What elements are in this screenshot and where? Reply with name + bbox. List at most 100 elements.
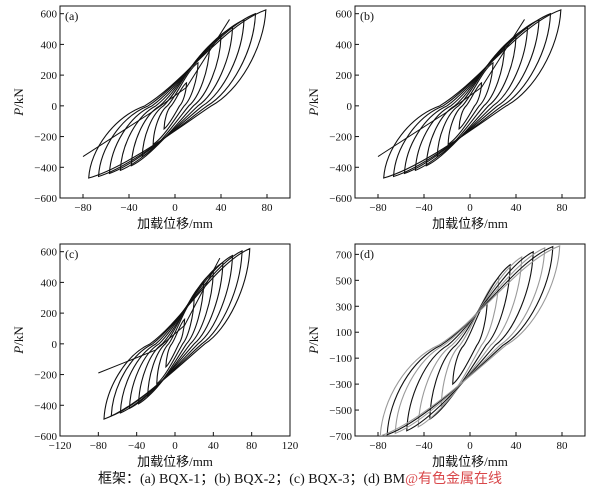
x-tick-label: −80 (90, 440, 108, 452)
y-axis-label-unit: /kN (11, 326, 26, 346)
hysteresis-loop (152, 61, 199, 146)
y-axis-label: P/kN (11, 326, 26, 355)
y-tick-label: −600 (34, 193, 57, 205)
y-axis-label-italic: P (306, 108, 321, 117)
x-axis-label: 加载位移/mm (432, 454, 508, 469)
x-tick-label: 80 (246, 440, 258, 452)
y-tick-label: 200 (41, 308, 58, 320)
hysteresis-loop (394, 247, 546, 435)
hysteresis-series (377, 9, 562, 179)
y-tick-label: −300 (329, 379, 352, 391)
figure-caption: 框架：(a) BQX-1；(b) BQX-2；(c) BQX-3；(d) BM@… (0, 468, 600, 488)
y-tick-label: 0 (347, 101, 353, 113)
x-tick-label: −40 (128, 440, 146, 452)
hysteresis-loop (429, 263, 511, 421)
plot-frame-a (59, 5, 291, 199)
hysteresis-loop (403, 18, 540, 175)
y-tick-label: −200 (34, 370, 57, 382)
y-tick-label: −400 (34, 162, 57, 174)
y-tick-label: 400 (41, 39, 58, 51)
hysteresis-series (82, 9, 267, 179)
y-axis-label-italic: P (11, 346, 26, 355)
x-tick-label: 40 (511, 202, 523, 214)
final-unload-curve (377, 19, 525, 157)
hysteresis-loop (88, 9, 267, 179)
final-unload-curve (98, 257, 221, 374)
final-unload-curve (82, 19, 230, 157)
chart-panel-b: −80 −40 0 40 80−600−400−2000200400600加载位移/mm… (306, 5, 586, 231)
x-tick-label: 80 (262, 202, 274, 214)
y-axis-label-unit: /kN (11, 88, 26, 108)
chart-panel-c: −120 −80 −40 0 40 80 120−600−400−2000200400600… (11, 243, 299, 469)
panel-label-c: (c) (65, 247, 78, 261)
hysteresis-loop (103, 247, 251, 420)
y-tick-label: 400 (336, 39, 353, 51)
y-axis-label: P/kN (306, 88, 321, 117)
hysteresis-loop (156, 296, 195, 385)
chart-panel-a: −80 −40 0 40 80−600−400−2000200400600加载位移/mm… (11, 5, 291, 231)
plot-frame-b (354, 5, 586, 199)
x-tick-label: 40 (216, 202, 228, 214)
y-tick-label: 700 (336, 249, 353, 261)
y-tick-label: −400 (34, 400, 57, 412)
y-axis-label-italic: P (306, 346, 321, 355)
chart-panel-d: −80 −40 0 40 80 −700 −500 −300 −100 100 300 500 700 加… (306, 243, 586, 469)
hysteresis-loop (406, 250, 534, 432)
hysteresis-loop (458, 81, 483, 130)
x-tick-label: 0 (172, 440, 178, 452)
hysteresis-loop (436, 46, 506, 158)
plot-frame-c (59, 243, 291, 437)
y-tick-label: 600 (41, 247, 58, 259)
hysteresis-loop (414, 26, 529, 172)
y-axis-label-italic: P (11, 108, 26, 117)
y-tick-label: −600 (329, 193, 352, 205)
x-axis-label: 加载位移/mm (137, 454, 213, 469)
hysteresis-series (98, 247, 251, 420)
x-tick-label: −120 (49, 440, 72, 452)
hysteresis-loop (163, 81, 188, 130)
x-tick-label: −40 (415, 440, 433, 452)
y-tick-label: 500 (336, 275, 353, 287)
hysteresis-loop (141, 46, 211, 158)
hysteresis-loop (447, 61, 494, 146)
panel-label-d: (d) (360, 247, 374, 261)
hysteresis-loop (119, 254, 234, 414)
hysteresis-loop (383, 9, 562, 179)
hysteresis-loop (130, 35, 222, 167)
x-tick-label: 40 (208, 440, 220, 452)
x-axis-label: 加载位移/mm (137, 216, 213, 231)
x-tick-label: 0 (467, 202, 473, 214)
y-tick-label: 600 (41, 9, 58, 21)
y-tick-label: −200 (329, 132, 352, 144)
x-tick-label: −80 (369, 202, 387, 214)
y-axis-label-unit: /kN (306, 326, 321, 346)
y-tick-label: −500 (329, 405, 352, 417)
panel-label-b: (b) (360, 9, 374, 23)
x-tick-label: −80 (369, 440, 387, 452)
hysteresis-loop (417, 256, 523, 428)
x-axis-label: 加载位移/mm (432, 216, 508, 231)
plot-frame-d (354, 243, 586, 437)
caption-text: 框架：(a) BQX-1；(b) BQX-2；(c) BQX-3；(d) BM (97, 472, 406, 487)
x-tick-label: 0 (172, 202, 178, 214)
y-axis-label-unit: /kN (306, 88, 321, 108)
hysteresis-loop (379, 245, 561, 436)
hysteresis-loop (440, 276, 500, 408)
hysteresis-loop (425, 35, 517, 167)
y-tick-label: −400 (329, 162, 352, 174)
x-tick-label: −40 (415, 202, 433, 214)
y-tick-label: 600 (336, 9, 353, 21)
y-tick-label: 100 (336, 327, 353, 339)
y-tick-label: 300 (336, 301, 353, 313)
y-axis-label: P/kN (11, 88, 26, 117)
x-tick-label: 80 (557, 202, 569, 214)
watermark: @有色金属在线 (405, 472, 503, 487)
panel-label-a: (a) (65, 9, 78, 23)
y-tick-label: 400 (41, 277, 58, 289)
x-tick-label: 0 (467, 440, 473, 452)
y-tick-label: 0 (52, 101, 58, 113)
y-tick-label: −200 (34, 132, 57, 144)
hysteresis-loop (386, 245, 554, 436)
hysteresis-loop (165, 318, 186, 369)
y-tick-label: −600 (34, 431, 57, 443)
